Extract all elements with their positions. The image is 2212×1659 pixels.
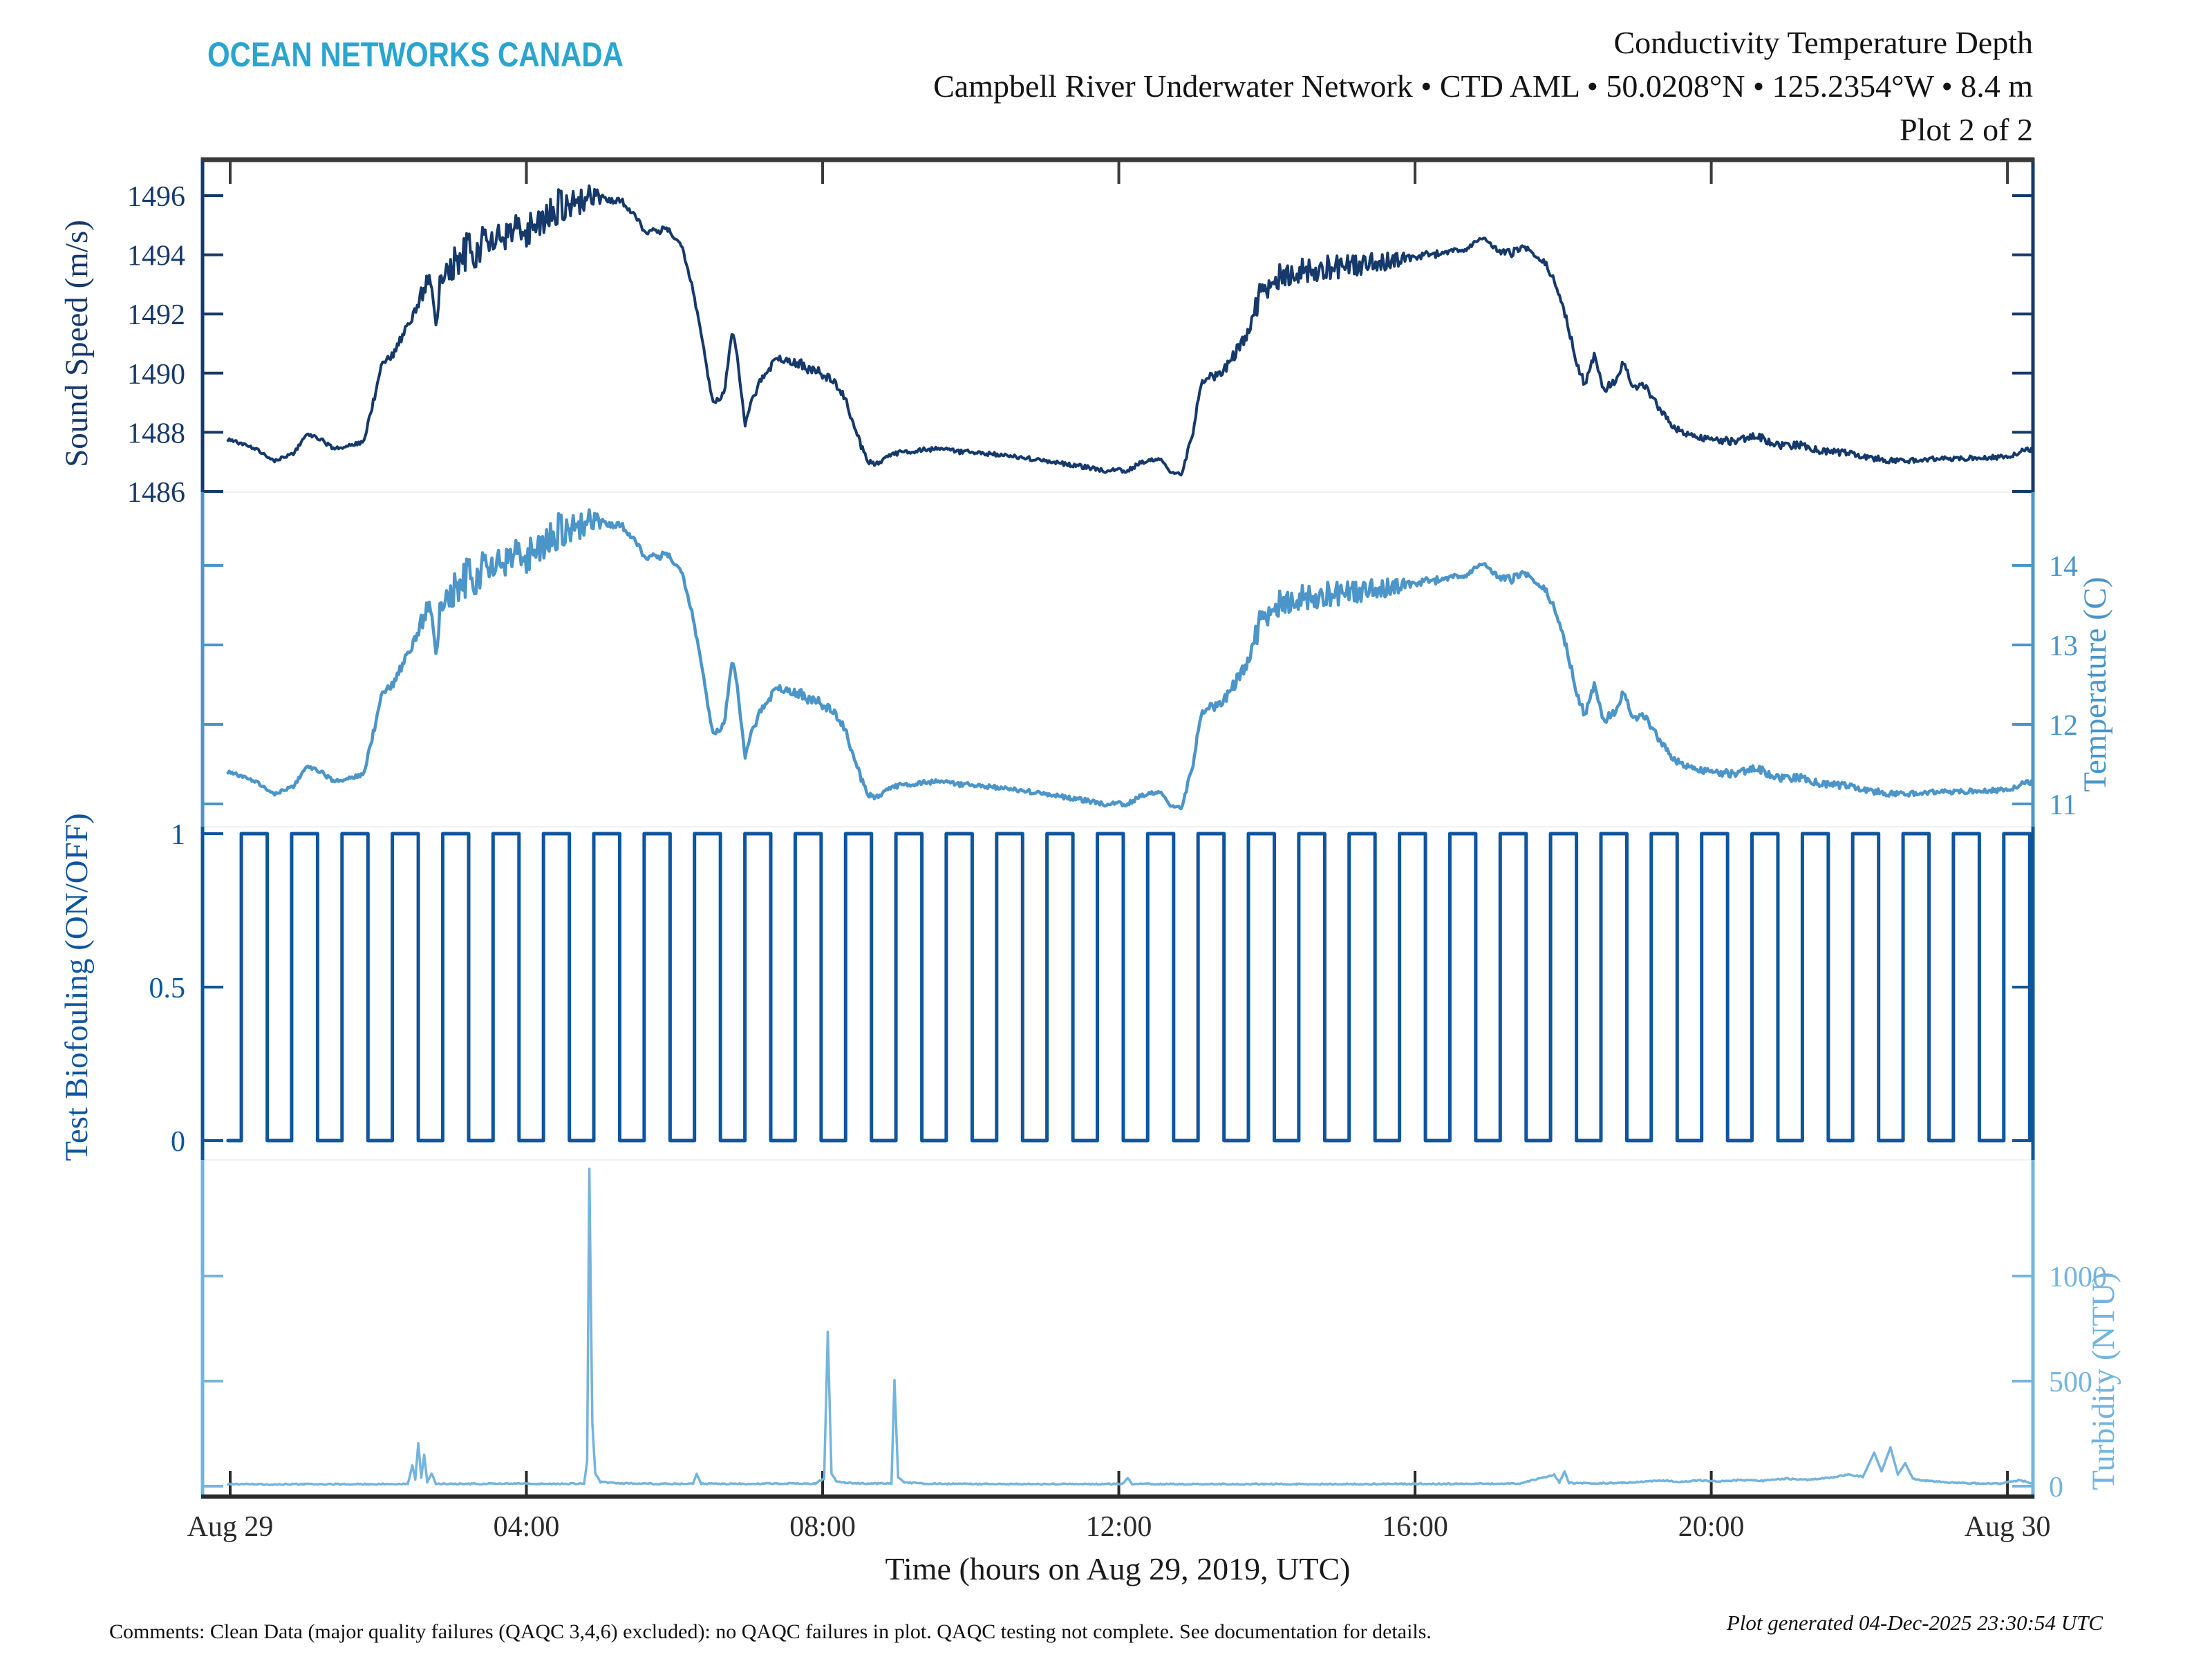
tick-label: 0.5 bbox=[149, 973, 186, 1004]
tick-label: 20:00 bbox=[1678, 1511, 1745, 1543]
tick-label: 0 bbox=[2049, 1472, 2063, 1503]
tick-label: 12 bbox=[2049, 710, 2078, 742]
tick-label: 1490 bbox=[127, 359, 185, 391]
tick-label: 1492 bbox=[127, 299, 185, 331]
plot-generated-text: Plot generated 04-Dec-2025 23:30:54 UTC bbox=[1726, 1611, 2103, 1635]
tick-label: 13 bbox=[2049, 630, 2078, 662]
tick-label: 1496 bbox=[127, 181, 185, 213]
temperature-curve bbox=[226, 508, 2034, 811]
tick-label: Temperature (C) bbox=[2077, 577, 2113, 791]
tick-label: 0 bbox=[171, 1126, 185, 1158]
biofouling-square-wave bbox=[226, 832, 2032, 1143]
tick-label: 1494 bbox=[127, 241, 185, 272]
tick-label: 1488 bbox=[127, 418, 185, 449]
tick-label: 1000 bbox=[2049, 1262, 2107, 1293]
tick-label: 14 bbox=[2049, 551, 2078, 583]
tick-label: Aug 29 bbox=[187, 1511, 274, 1543]
turbidity-curve bbox=[227, 1168, 2034, 1486]
comments-text: Comments: Clean Data (major quality fail… bbox=[109, 1620, 1432, 1643]
header: Conductivity Temperature Depth Campbell … bbox=[933, 21, 2033, 151]
tick-label: 04:00 bbox=[494, 1511, 560, 1543]
tick-label: Time (hours on Aug 29, 2019, UTC) bbox=[885, 1551, 1351, 1586]
logo: OCEAN NETWORKS CANADA bbox=[207, 35, 624, 74]
tick-label: 500 bbox=[2049, 1367, 2092, 1398]
tick-label: Aug 30 bbox=[1965, 1511, 2051, 1543]
tick-label: Test Biofouling (ON/OFF) bbox=[59, 813, 95, 1161]
tick-label: 16:00 bbox=[1382, 1511, 1448, 1543]
tick-label: 1 bbox=[171, 819, 185, 851]
tick-label: Turbidity (NTU) bbox=[2086, 1272, 2121, 1490]
header-subtitle: Campbell River Underwater Network • CTD … bbox=[933, 68, 2033, 104]
tick-label: 11 bbox=[2049, 789, 2077, 821]
tick-label: 12:00 bbox=[1086, 1511, 1152, 1543]
sound-speed-curve bbox=[226, 184, 2033, 477]
tick-label: 08:00 bbox=[789, 1511, 856, 1543]
tick-label: 1486 bbox=[127, 477, 185, 509]
header-title: Conductivity Temperature Depth bbox=[1613, 25, 2033, 60]
tick-label: Sound Speed (m/s) bbox=[59, 220, 95, 467]
header-plot-number: Plot 2 of 2 bbox=[1900, 112, 2033, 147]
